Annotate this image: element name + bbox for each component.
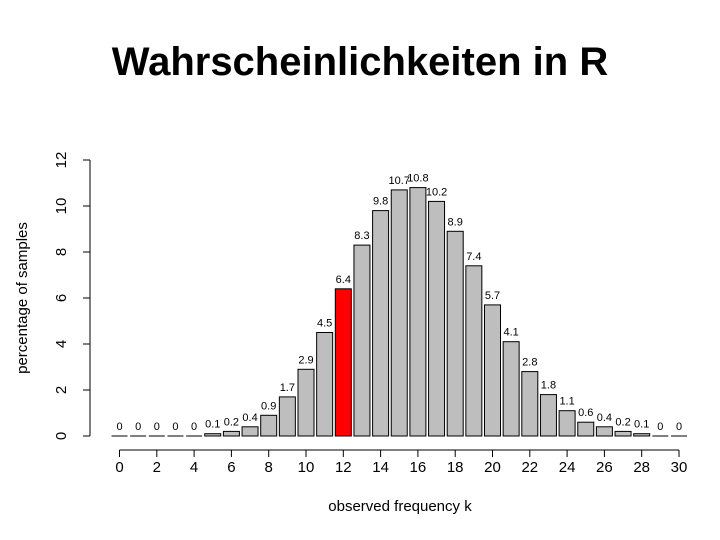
bar-data-label: 0 bbox=[116, 421, 122, 433]
bar-data-label: 0.1 bbox=[205, 419, 220, 431]
bar bbox=[446, 230, 464, 437]
bar-data-label: 2.9 bbox=[298, 354, 313, 366]
bar-data-label: 1.8 bbox=[541, 380, 556, 392]
y-tick-label: 4 bbox=[53, 340, 70, 348]
y-tick-label: 10 bbox=[53, 198, 70, 215]
bar-data-label: 4.1 bbox=[504, 327, 519, 339]
bar bbox=[372, 210, 390, 437]
bar bbox=[595, 426, 613, 437]
bar-data-label: 0 bbox=[154, 421, 160, 433]
bar bbox=[539, 394, 557, 437]
y-tick-label: 12 bbox=[53, 152, 70, 169]
bar-data-label: 0 bbox=[172, 421, 178, 433]
bar bbox=[241, 426, 259, 437]
y-axis-label: percentage of samples bbox=[14, 222, 31, 374]
bar-data-label: 5.7 bbox=[485, 290, 500, 302]
x-tick-label: 12 bbox=[335, 459, 352, 476]
bar-data-label: 7.4 bbox=[466, 251, 481, 263]
bar bbox=[502, 341, 520, 437]
x-tick-label: 6 bbox=[227, 459, 235, 476]
x-tick-label: 4 bbox=[190, 459, 198, 476]
y-tick-label: 8 bbox=[53, 248, 70, 256]
x-axis-label: observed frequency k bbox=[328, 498, 472, 515]
bar-data-label: 2.8 bbox=[522, 357, 537, 369]
bar bbox=[633, 433, 651, 437]
bar bbox=[577, 421, 595, 437]
bar-labels: 0 0 0 0 0 0.1 0.2 0.40.91.72.94.56.48.39.810.71… bbox=[116, 173, 682, 433]
bar bbox=[409, 187, 427, 437]
bar-data-label: 10.8 bbox=[407, 173, 428, 185]
bar bbox=[204, 433, 222, 437]
x-tick-label: 10 bbox=[298, 459, 315, 476]
y-tick-label: 0 bbox=[53, 432, 70, 440]
bar bbox=[278, 396, 296, 437]
bar-data-label: 0.2 bbox=[615, 416, 630, 428]
x-tick-label: 16 bbox=[410, 459, 427, 476]
bar bbox=[353, 244, 371, 437]
x-tick-label: 20 bbox=[484, 459, 501, 476]
bar-data-label: 10.2 bbox=[426, 186, 447, 198]
bar-data-label: 1.1 bbox=[559, 396, 574, 408]
bar-data-label: 8.9 bbox=[448, 216, 463, 228]
y-tick-label: 2 bbox=[53, 386, 70, 394]
bar-data-label: 10.7 bbox=[389, 175, 410, 187]
bar bbox=[316, 332, 334, 437]
bar bbox=[558, 410, 576, 437]
bar-data-label: 0 bbox=[676, 421, 682, 433]
x-tick-label: 30 bbox=[671, 459, 688, 476]
x-tick-label: 0 bbox=[115, 459, 123, 476]
x-axis: 0 2 4 6 8 10 12 14 16 18 20 22 24 26 28 30 bbox=[115, 449, 688, 476]
bar-data-label: 0 bbox=[191, 421, 197, 433]
bar bbox=[465, 265, 483, 437]
bar-data-label: 0.2 bbox=[224, 416, 239, 428]
bar-data-label: 0 bbox=[657, 421, 663, 433]
bar-data-label: 4.5 bbox=[317, 318, 332, 330]
x-tick-label: 26 bbox=[596, 459, 613, 476]
bar-data-label: 0.1 bbox=[634, 419, 649, 431]
y-tick-label: 6 bbox=[53, 294, 70, 302]
bar-data-label: 6.4 bbox=[336, 274, 351, 286]
x-tick-label: 18 bbox=[447, 459, 464, 476]
bar bbox=[297, 368, 315, 437]
bar bbox=[614, 430, 632, 437]
bar-data-label: 0.4 bbox=[242, 412, 257, 424]
bar bbox=[334, 288, 352, 437]
bar-data-label: 8.3 bbox=[354, 230, 369, 242]
bar-data-label: 0 bbox=[135, 421, 141, 433]
x-tick-label: 8 bbox=[265, 459, 273, 476]
bar bbox=[390, 189, 408, 437]
bar-data-label: 0.9 bbox=[261, 400, 276, 412]
slide-title: Wahrscheinlichkeiten in R bbox=[111, 40, 609, 84]
bar bbox=[222, 430, 240, 437]
bars bbox=[111, 187, 687, 437]
y-axis: 0 2 4 6 8 10 12 bbox=[53, 152, 91, 440]
bar bbox=[260, 414, 278, 437]
bar-data-label: 1.7 bbox=[280, 382, 295, 394]
x-tick-label: 24 bbox=[559, 459, 576, 476]
bar bbox=[428, 200, 446, 437]
x-tick-label: 14 bbox=[372, 459, 389, 476]
bar bbox=[521, 371, 539, 437]
x-tick-label: 22 bbox=[521, 459, 538, 476]
x-tick-label: 2 bbox=[153, 459, 161, 476]
bar bbox=[484, 304, 501, 437]
bar-data-label: 9.8 bbox=[373, 196, 388, 208]
bar-data-label: 0.6 bbox=[578, 407, 593, 419]
bar-data-label: 0.4 bbox=[597, 412, 612, 424]
x-tick-label: 28 bbox=[633, 459, 650, 476]
